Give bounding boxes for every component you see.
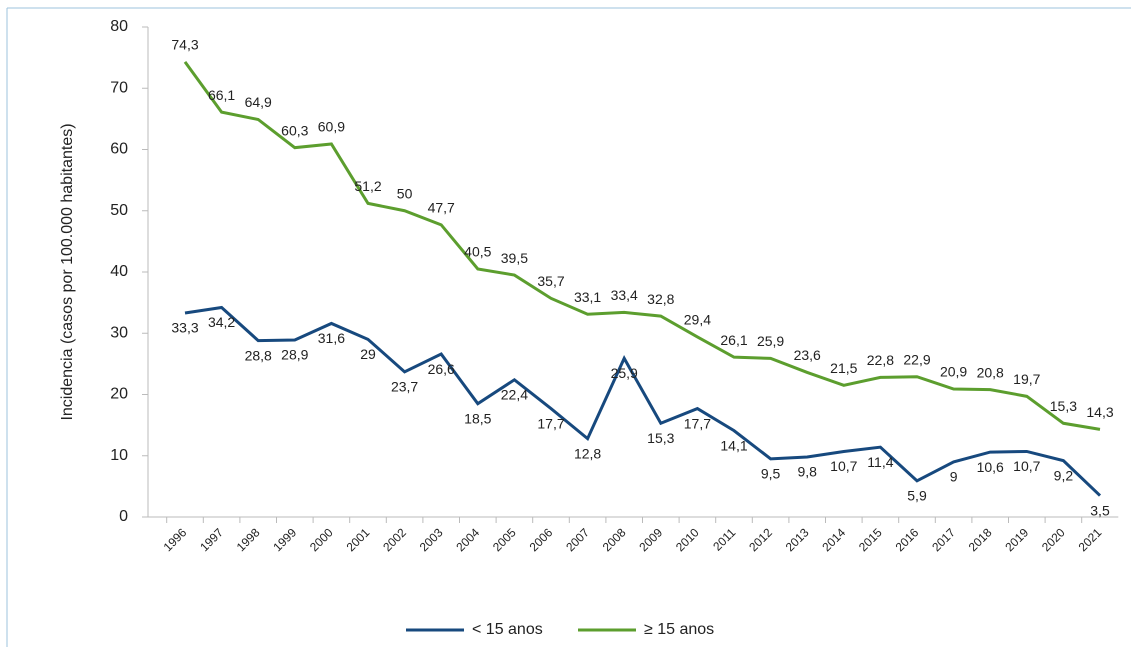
data-label: 60,9 <box>318 119 345 135</box>
x-tick-label: 2002 <box>380 525 409 554</box>
data-label: 26,6 <box>428 361 455 377</box>
data-label: 64,9 <box>245 94 272 110</box>
data-label: 21,5 <box>830 360 857 376</box>
y-tick-label: 30 <box>110 324 128 341</box>
data-label: 17,7 <box>684 415 711 431</box>
data-label: 28,8 <box>245 347 272 363</box>
x-tick-label: 2006 <box>527 525 556 554</box>
data-label: 28,9 <box>281 347 308 363</box>
data-label: 10,6 <box>977 459 1004 475</box>
y-tick-label: 10 <box>110 447 128 464</box>
data-label: 5,9 <box>907 488 927 504</box>
x-tick-label: 2003 <box>417 525 446 554</box>
x-tick-label: 2009 <box>636 525 665 554</box>
data-label: 22,8 <box>867 352 894 368</box>
series-line <box>184 305 1102 497</box>
data-label: 35,7 <box>537 273 564 289</box>
x-tick-label: 2015 <box>856 525 885 554</box>
data-label: 60,3 <box>281 122 308 138</box>
x-tick-label: 2019 <box>1002 525 1031 554</box>
series-line <box>183 61 1101 431</box>
x-tick-label: 1997 <box>197 525 226 554</box>
data-label: 18,5 <box>464 410 491 426</box>
x-tick-label: 2001 <box>344 525 373 554</box>
data-label: 50 <box>397 185 413 201</box>
x-tick-label: 2018 <box>966 525 995 554</box>
data-label: 12,8 <box>574 445 601 461</box>
data-label: 14,3 <box>1086 404 1113 420</box>
y-tick-label: 70 <box>110 79 128 96</box>
data-label: 33,4 <box>611 287 638 303</box>
data-label: 31,6 <box>318 330 345 346</box>
x-tick-label: 2020 <box>1039 525 1068 554</box>
data-label: 3,5 <box>1090 502 1110 518</box>
data-label: 9,8 <box>797 464 817 480</box>
data-label: 51,2 <box>354 178 381 194</box>
y-tick-label: 80 <box>110 18 128 35</box>
x-tick-label: 2004 <box>453 525 482 554</box>
data-label: 40,5 <box>464 244 491 260</box>
data-label: 29,4 <box>684 312 711 328</box>
data-label: 26,1 <box>720 332 747 348</box>
data-label: 11,4 <box>867 454 893 470</box>
data-label: 9,5 <box>761 466 781 482</box>
x-tick-label: 1998 <box>234 525 263 554</box>
x-tick-label: 2014 <box>819 525 848 554</box>
x-tick-label: 2008 <box>600 525 629 554</box>
y-tick-label: 60 <box>110 141 128 158</box>
x-tick-label: 2012 <box>746 525 775 554</box>
data-label: 29 <box>360 346 376 362</box>
legend-label: ≥ 15 anos <box>644 621 714 638</box>
data-label: 23,6 <box>794 347 821 363</box>
data-label: 15,3 <box>1050 398 1077 414</box>
data-label: 15,3 <box>647 430 674 446</box>
x-tick-label: 2007 <box>563 525 592 554</box>
data-label: 17,7 <box>537 415 564 431</box>
data-label: 22,9 <box>903 351 930 367</box>
data-label: 74,3 <box>171 37 198 53</box>
data-label: 10,7 <box>1013 458 1040 474</box>
data-label: 66,1 <box>208 87 235 103</box>
data-label: 19,7 <box>1013 371 1040 387</box>
data-label: 20,8 <box>977 364 1004 380</box>
y-tick-label: 50 <box>110 202 128 219</box>
x-tick-label: 2021 <box>1076 525 1105 554</box>
data-label: 14,1 <box>720 437 747 453</box>
data-label: 9,2 <box>1054 467 1074 483</box>
data-label: 23,7 <box>391 379 418 395</box>
x-tick-label: 1999 <box>270 525 299 554</box>
data-label: 9 <box>950 469 958 485</box>
x-tick-label: 2016 <box>893 525 922 554</box>
data-label: 25,9 <box>757 333 784 349</box>
x-tick-label: 2013 <box>783 525 812 554</box>
data-label: 47,7 <box>428 200 455 216</box>
x-tick-label: 1996 <box>161 525 190 554</box>
data-label: 25,9 <box>611 365 638 381</box>
y-tick-label: 40 <box>110 263 128 280</box>
data-label: 22,4 <box>501 387 528 403</box>
data-label: 33,1 <box>574 289 601 305</box>
x-tick-label: 2017 <box>929 525 958 554</box>
data-label: 32,8 <box>647 291 674 307</box>
x-tick-label: 2000 <box>307 525 336 554</box>
y-tick-label: 0 <box>119 508 128 525</box>
data-label: 34,2 <box>208 314 235 330</box>
y-axis-label: Incidencia (casos por 100.000 habitantes… <box>59 123 76 420</box>
data-label: 39,5 <box>501 250 528 266</box>
x-tick-label: 2010 <box>673 525 702 554</box>
x-tick-label: 2005 <box>490 525 519 554</box>
data-label: 20,9 <box>940 364 967 380</box>
x-tick-label: 2011 <box>710 525 738 553</box>
y-tick-label: 20 <box>110 386 128 403</box>
data-label: 33,3 <box>171 320 198 336</box>
legend-label: < 15 anos <box>472 621 543 638</box>
data-label: 10,7 <box>830 458 857 474</box>
